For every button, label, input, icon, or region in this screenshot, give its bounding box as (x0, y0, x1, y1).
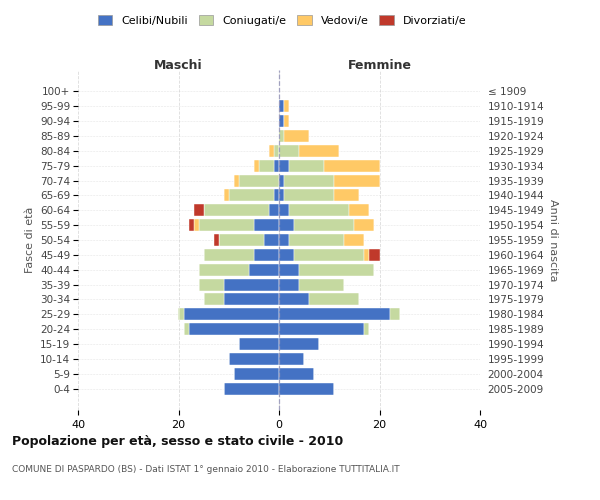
Bar (279, 264, 299, 276)
Y-axis label: Anni di nascita: Anni di nascita (548, 198, 558, 281)
Bar (239, 174, 279, 186)
Bar (224, 382, 279, 394)
Bar (229, 190, 274, 202)
Bar (279, 353, 304, 365)
Bar (364, 249, 370, 261)
Bar (194, 219, 199, 231)
Y-axis label: Fasce di età: Fasce di età (25, 207, 35, 273)
Text: COMUNE DI PASPARDO (BS) - Dati ISTAT 1° gennaio 2010 - Elaborazione TUTTITALIA.I: COMUNE DI PASPARDO (BS) - Dati ISTAT 1° … (12, 465, 400, 474)
Bar (299, 264, 374, 276)
Bar (234, 174, 239, 186)
Bar (294, 249, 364, 261)
Text: Femmine: Femmine (347, 59, 412, 72)
Bar (279, 338, 319, 350)
Bar (279, 278, 299, 290)
Bar (309, 294, 359, 306)
Bar (249, 264, 279, 276)
Bar (229, 353, 279, 365)
Bar (203, 204, 269, 216)
Bar (334, 190, 359, 202)
Bar (224, 278, 279, 290)
Bar (279, 249, 294, 261)
Bar (184, 323, 188, 335)
Bar (284, 100, 289, 112)
Bar (279, 219, 294, 231)
Bar (269, 145, 274, 157)
Bar (199, 278, 224, 290)
Bar (279, 190, 284, 202)
Bar (289, 204, 349, 216)
Bar (364, 323, 370, 335)
Bar (239, 338, 279, 350)
Bar (334, 174, 380, 186)
Bar (299, 278, 344, 290)
Bar (254, 219, 279, 231)
Legend: Celibi/Nubili, Coniugati/e, Vedovi/e, Divorziati/e: Celibi/Nubili, Coniugati/e, Vedovi/e, Di… (93, 10, 471, 30)
Bar (279, 308, 389, 320)
Bar (389, 308, 400, 320)
Bar (224, 190, 229, 202)
Bar (279, 160, 289, 172)
Bar (199, 219, 254, 231)
Bar (355, 219, 374, 231)
Bar (279, 100, 284, 112)
Bar (289, 160, 324, 172)
Bar (259, 160, 274, 172)
Bar (234, 368, 279, 380)
Bar (194, 204, 203, 216)
Bar (254, 160, 259, 172)
Bar (224, 294, 279, 306)
Text: Popolazione per età, sesso e stato civile - 2010: Popolazione per età, sesso e stato civil… (12, 435, 343, 448)
Bar (279, 145, 299, 157)
Bar (184, 308, 279, 320)
Bar (264, 234, 279, 246)
Bar (299, 145, 340, 157)
Bar (269, 204, 279, 216)
Bar (284, 174, 334, 186)
Bar (279, 234, 289, 246)
Bar (279, 323, 364, 335)
Bar (289, 234, 344, 246)
Bar (214, 234, 218, 246)
Bar (370, 249, 380, 261)
Bar (203, 249, 254, 261)
Bar (349, 204, 370, 216)
Bar (279, 115, 284, 127)
Bar (199, 264, 249, 276)
Bar (203, 294, 224, 306)
Bar (279, 382, 334, 394)
Bar (294, 219, 355, 231)
Bar (344, 234, 364, 246)
Bar (324, 160, 380, 172)
Bar (254, 249, 279, 261)
Bar (274, 190, 279, 202)
Bar (188, 219, 194, 231)
Bar (274, 160, 279, 172)
Bar (219, 234, 264, 246)
Bar (279, 174, 284, 186)
Bar (274, 145, 279, 157)
Bar (279, 368, 314, 380)
Bar (284, 190, 334, 202)
Bar (279, 294, 309, 306)
Bar (188, 323, 279, 335)
Bar (279, 204, 289, 216)
Bar (284, 115, 289, 127)
Bar (179, 308, 184, 320)
Bar (284, 130, 309, 142)
Bar (279, 130, 284, 142)
Text: Maschi: Maschi (154, 59, 203, 72)
